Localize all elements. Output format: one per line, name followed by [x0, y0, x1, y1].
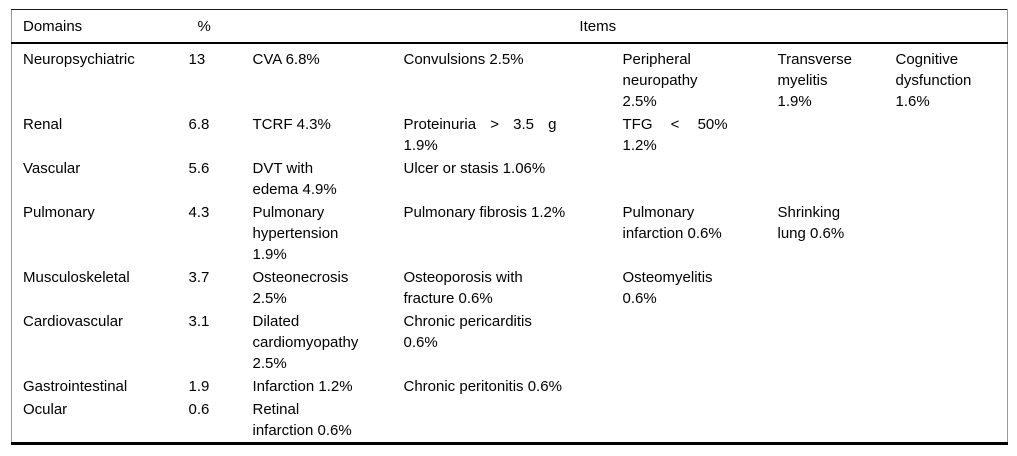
item-cell: Proteinuria > 3.5 g 1.9% [403, 116, 557, 154]
item-cell: Retinal infarction 0.6% [252, 401, 352, 439]
domain-cell: Neuropsychiatric [23, 51, 135, 68]
item-cell [896, 398, 1008, 444]
domain-cell: Ocular [23, 401, 68, 418]
item-cell: Pulmonary infarction 0.6% [622, 204, 722, 242]
pct-cell: 5.6 [188, 160, 210, 177]
header-row: Domains % Items [11, 9, 1008, 44]
item-cell: Ulcer or stasis 1.06% [403, 160, 546, 177]
item-cell [896, 157, 1008, 201]
item-cell: CVA 6.8% [252, 51, 320, 68]
item-cell: Dilated cardiomyopathy 2.5% [252, 313, 359, 372]
column-header-items: Items [252, 9, 1008, 44]
table-row-ocular: Ocular 0.6 Retinal infarction 0.6% [12, 398, 1008, 444]
pct-cell: 3.7 [188, 269, 210, 286]
table-row-gastrointestinal: Gastrointestinal 1.9 Infarction 1.2% Chr… [12, 375, 1008, 398]
item-cell: TFG < 50% 1.2% [622, 116, 728, 154]
domain-cell: Pulmonary [23, 204, 95, 221]
item-cell: Shrinking lung 0.6% [777, 204, 845, 242]
item-cell [896, 310, 1008, 375]
pct-cell: 13 [188, 51, 206, 68]
item-cell [404, 398, 623, 444]
item-cell [896, 113, 1008, 157]
item-cell: Transverse myelitis 1.9% [777, 51, 852, 110]
item-cell: Osteonecrosis 2.5% [252, 269, 349, 307]
pct-cell: 3.1 [188, 313, 210, 330]
item-cell: Chronic peritonitis 0.6% [403, 378, 562, 395]
domain-cell: Musculoskeletal [23, 269, 130, 286]
item-cell [623, 375, 778, 398]
table-row-vascular: Vascular 5.6 DVT with edema 4.9% Ulcer o… [12, 157, 1008, 201]
item-cell [778, 398, 896, 444]
item-cell: Peripheral neuropathy 2.5% [622, 51, 698, 110]
item-cell [778, 375, 896, 398]
item-cell: Convulsions 2.5% [403, 51, 524, 68]
item-cell: Osteomyelitis 0.6% [622, 269, 713, 307]
domain-cell: Vascular [23, 160, 81, 177]
item-cell [623, 157, 778, 201]
domain-cell: Renal [23, 116, 63, 133]
table-row-neuropsychiatric: Neuropsychiatric 13 CVA 6.8% Convulsions… [12, 43, 1008, 113]
column-header-percent: % [186, 9, 253, 44]
table-row-musculoskeletal: Musculoskeletal 3.7 Osteonecrosis 2.5% O… [12, 266, 1008, 310]
item-cell: TCRF 4.3% [252, 116, 331, 133]
pct-cell: 4.3 [188, 204, 210, 221]
pct-cell: 0.6 [188, 401, 210, 418]
item-cell [896, 266, 1008, 310]
pct-cell: 1.9 [188, 378, 210, 395]
item-cell: DVT with edema 4.9% [252, 160, 337, 198]
item-cell: Chronic pericarditis 0.6% [403, 313, 532, 351]
item-cell [896, 201, 1008, 266]
item-cell: Osteoporosis with fracture 0.6% [403, 269, 523, 307]
item-cell: Infarction 1.2% [252, 378, 353, 395]
table-row-renal: Renal 6.8 TCRF 4.3% Proteinuria > 3.5 g … [12, 113, 1008, 157]
complications-table: Domains % Items Neuropsychiatric 13 CVA … [11, 9, 1009, 445]
item-cell: Pulmonary hypertension 1.9% [252, 204, 339, 263]
table-row-cardiovascular: Cardiovascular 3.1 Dilated cardiomyopath… [12, 310, 1008, 375]
item-cell [778, 310, 896, 375]
item-cell [896, 375, 1008, 398]
domain-cell: Gastrointestinal [23, 378, 128, 395]
table-body: Neuropsychiatric 13 CVA 6.8% Convulsions… [12, 43, 1008, 444]
column-header-domains: Domains [11, 9, 187, 44]
item-cell [778, 157, 896, 201]
table-header: Domains % Items [11, 9, 1008, 44]
table-row-pulmonary: Pulmonary 4.3 Pulmonary hypertension 1.9… [12, 201, 1008, 266]
domain-cell: Cardiovascular [23, 313, 124, 330]
item-cell: Cognitive dysfunction 1.6% [895, 51, 972, 110]
item-cell [623, 398, 778, 444]
pct-cell: 6.8 [188, 116, 210, 133]
item-cell [778, 266, 896, 310]
item-cell [623, 310, 778, 375]
item-cell [778, 113, 896, 157]
item-cell: Pulmonary fibrosis 1.2% [403, 204, 566, 221]
